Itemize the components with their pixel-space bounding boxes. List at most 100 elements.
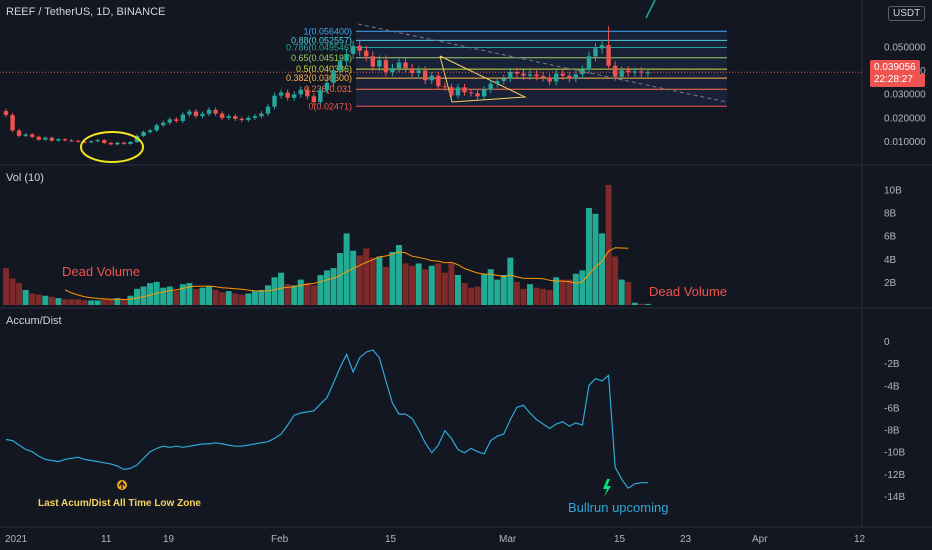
candle-body	[639, 71, 644, 73]
volume-bar	[199, 287, 206, 305]
volume-bar	[186, 283, 193, 305]
candle-body	[49, 137, 55, 141]
candle-body	[141, 132, 146, 136]
candle-body	[187, 111, 192, 115]
volume-bar	[192, 288, 199, 305]
time-tick-label: 23	[680, 534, 692, 545]
candle-body	[468, 92, 474, 94]
candle-body	[239, 118, 244, 121]
volume-bar	[507, 257, 514, 305]
volume-bar	[422, 269, 429, 305]
volume-bar	[291, 285, 298, 305]
volume-bar	[166, 286, 173, 305]
candle-body	[318, 90, 323, 103]
candle-body	[3, 111, 9, 116]
candle-body	[233, 116, 238, 119]
volume-bar	[474, 286, 481, 305]
bullrun-label: Bullrun upcoming	[568, 500, 669, 515]
volume-bar	[631, 302, 638, 305]
volume-bar	[572, 273, 579, 305]
candle-body	[606, 45, 611, 66]
candle-body	[403, 62, 408, 69]
time-tick-label: Feb	[271, 534, 289, 545]
candle-body	[462, 87, 467, 93]
volume-tick-label: 4B	[884, 255, 897, 266]
candle-body	[350, 45, 356, 54]
volume-bar	[435, 263, 442, 305]
candle-body	[82, 141, 87, 143]
volume-bar	[592, 213, 599, 305]
candle-body	[396, 62, 402, 69]
candle-body	[455, 87, 461, 96]
volume-bar	[140, 286, 147, 305]
candle-body	[161, 122, 166, 126]
volume-bar	[297, 279, 304, 305]
candle-body	[586, 56, 592, 70]
candle-body	[495, 80, 500, 84]
dead-volume-right-label: Dead Volume	[649, 284, 728, 299]
candle-body	[501, 78, 506, 81]
volume-tick-label: 8B	[884, 209, 897, 220]
candle-body	[147, 130, 153, 133]
candle-body	[442, 86, 448, 88]
time-tick-label: 19	[163, 534, 175, 545]
candle-body	[115, 142, 120, 145]
candle-body	[370, 56, 375, 67]
candle-body	[278, 92, 284, 96]
countdown-badge: 22:28:27	[870, 74, 925, 87]
volume-bar	[271, 277, 278, 305]
candle-body	[567, 75, 572, 79]
candle-body	[377, 60, 382, 67]
volume-bar	[147, 283, 154, 305]
ad-tick-label: -2B	[884, 359, 900, 370]
lightning-icon	[603, 479, 611, 497]
candle-body	[121, 142, 127, 144]
ad-tick-label: -4B	[884, 381, 900, 392]
volume-bar	[120, 299, 127, 305]
candle-body	[508, 71, 513, 79]
time-tick-label: Apr	[752, 534, 768, 545]
candle-body	[383, 60, 389, 72]
volume-bar	[245, 293, 252, 305]
volume-bar	[219, 292, 226, 305]
volume-bar	[618, 279, 625, 305]
time-tick-label: Mar	[499, 534, 517, 545]
volume-bar	[481, 273, 488, 305]
volume-bar	[232, 293, 239, 305]
fib-level-label: 0.5(0.040386)	[296, 64, 352, 74]
volume-bar	[330, 268, 337, 305]
candle-body	[206, 109, 212, 114]
candle-body	[436, 75, 441, 87]
candle-body	[390, 68, 395, 72]
volume-bar	[644, 303, 651, 305]
up-arrow-glyph	[118, 480, 126, 489]
candle-body	[540, 76, 546, 78]
volume-bar	[206, 286, 213, 305]
symbol-title: REEF / TetherUS, 1D, BINANCE	[6, 6, 166, 18]
volume-bar	[251, 291, 258, 305]
candle-body	[246, 117, 251, 121]
candle-body	[573, 74, 579, 79]
candle-body	[30, 134, 35, 137]
volume-ma-line	[64, 247, 629, 301]
candle-body	[56, 139, 61, 141]
candle-body	[423, 70, 428, 81]
volume-bar	[304, 283, 311, 305]
volume-bar	[625, 281, 632, 305]
ad-pane-title: Accum/Dist	[6, 315, 62, 327]
dead-volume-left-label: Dead Volume	[62, 264, 141, 279]
volume-bar	[461, 283, 468, 305]
volume-bar	[225, 291, 232, 305]
volume-bar	[317, 274, 324, 305]
candle-body	[645, 72, 651, 74]
candle-body	[521, 73, 526, 76]
volume-bar	[376, 256, 383, 305]
volume-bar	[16, 283, 23, 305]
volume-bar	[55, 298, 62, 305]
candle-body	[62, 139, 68, 141]
candle-body	[108, 142, 113, 145]
candle-body	[364, 50, 369, 57]
currency-badge[interactable]: USDT	[888, 6, 926, 21]
volume-bar	[527, 284, 533, 305]
